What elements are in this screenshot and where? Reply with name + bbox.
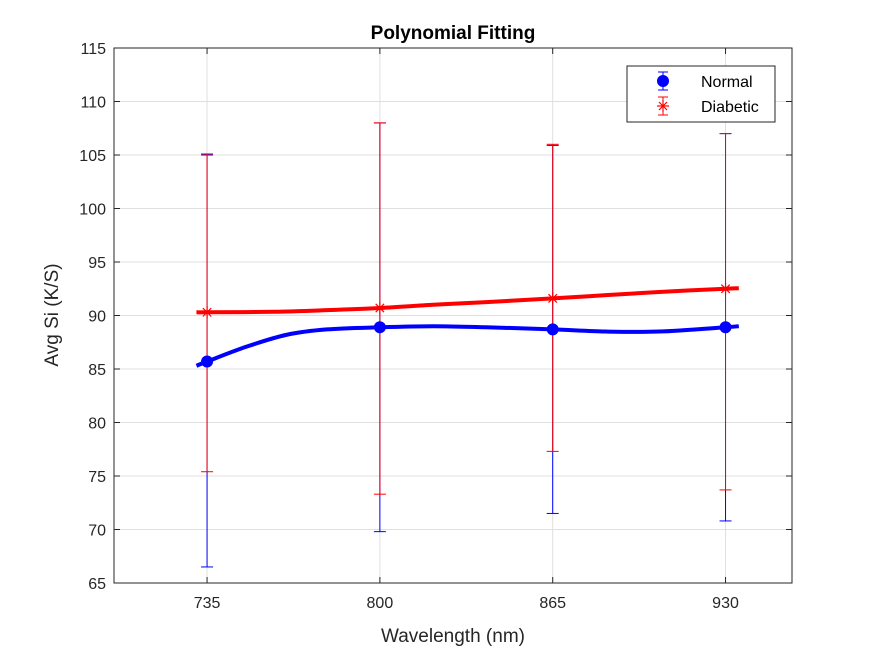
y-tick-label: 75: [88, 469, 106, 486]
fit-line-normal: [195, 324, 739, 368]
legend-box: [626, 65, 776, 123]
fit-line-diabetic: [196, 286, 739, 315]
x-tick-label: 930: [712, 595, 739, 612]
legend-normal-label: Normal: [701, 74, 753, 91]
chart-title: Polynomial Fitting: [371, 23, 536, 44]
x-axis-label: Wavelength (nm): [381, 626, 525, 647]
y-tick-label: 105: [79, 148, 106, 165]
point-diabetic-stroke: [548, 293, 558, 304]
y-tick-label: 100: [79, 202, 106, 219]
x-tick-label: 800: [367, 595, 394, 612]
point-diabetic-stroke: [202, 307, 212, 317]
x-tick-label: 865: [539, 595, 566, 612]
y-tick-label: 85: [88, 362, 106, 379]
point-normal: [546, 323, 559, 336]
point-diabetic-stroke: [375, 303, 385, 313]
point-diabetic: [201, 306, 214, 319]
y-tick-label: 80: [88, 416, 106, 433]
y-tick-label: 115: [80, 41, 106, 58]
y-tick-label: 110: [80, 95, 106, 112]
point-normal: [201, 355, 214, 368]
point-diabetic: [546, 292, 559, 305]
point-normal: [719, 321, 732, 334]
legend-entry-normal: Normal: [657, 71, 753, 91]
plot-frame: [113, 47, 793, 584]
y-tick-label: 65: [88, 576, 106, 593]
point-diabetic: [373, 302, 386, 315]
axes: 65 70 75 80 85 90 95 100 105 110 115 735 800 865 930: [79, 41, 793, 612]
point-normal: [373, 321, 386, 334]
legend-normal-marker: [657, 75, 669, 87]
point-diabetic: [719, 282, 732, 295]
y-tick-label: 95: [88, 255, 106, 272]
legend-diabetic-marker: [657, 100, 669, 112]
fit-lines: [195, 286, 739, 368]
y-tick-label: 70: [88, 523, 106, 540]
legend-diabetic-label: Diabetic: [701, 99, 759, 116]
legend-entry-diabetic: Diabetic: [657, 96, 759, 116]
y-tick-label: 90: [88, 309, 106, 326]
markers: [201, 282, 732, 368]
x-tick-label: 735: [194, 595, 221, 612]
y-axis-label: Avg Si (K/S): [42, 263, 63, 366]
point-diabetic-stroke: [720, 284, 731, 294]
legend: Normal Diabetic: [626, 65, 776, 123]
